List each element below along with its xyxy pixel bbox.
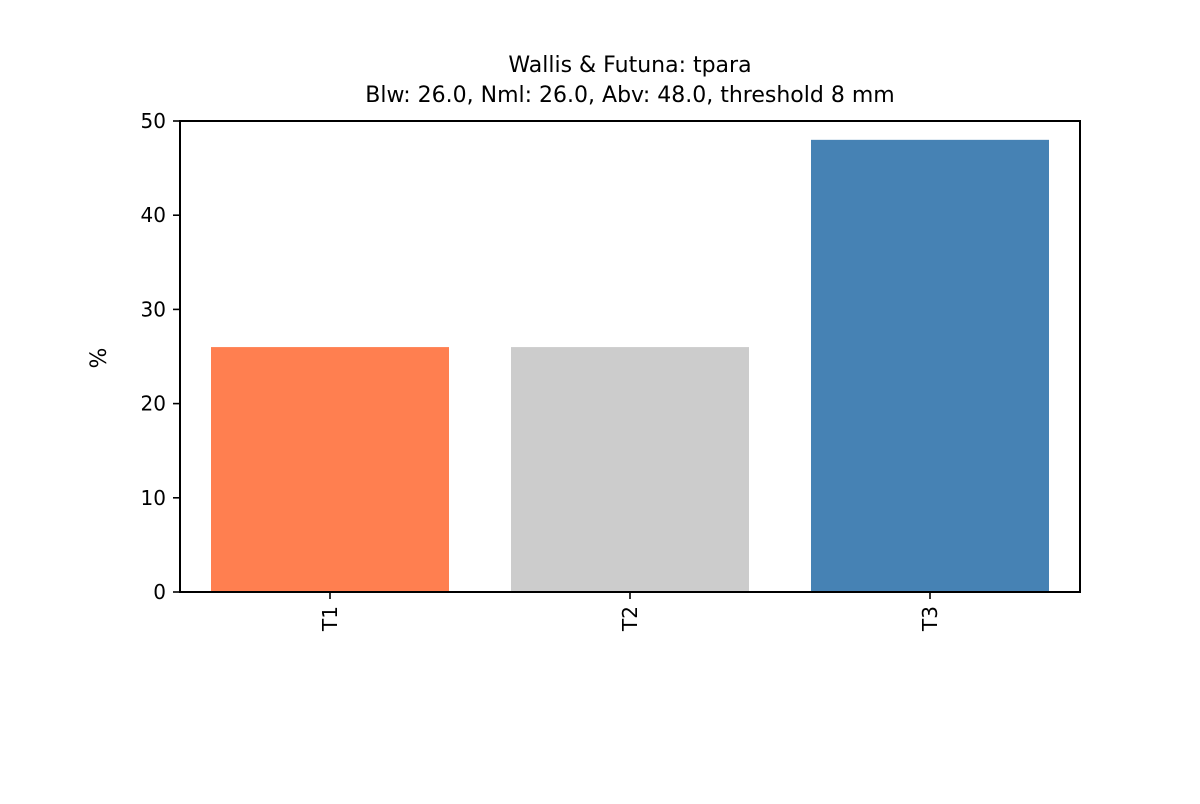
y-tick-label: 30: [141, 297, 166, 321]
plot-frame: [179, 120, 1081, 593]
bar-t2: [511, 347, 749, 592]
x-tick-label-t1: T1: [318, 606, 342, 632]
y-axis-label: %: [87, 348, 112, 369]
y-tick-label: 10: [141, 486, 166, 510]
y-tick-label: 50: [141, 109, 166, 133]
y-tick-label: 0: [153, 580, 166, 604]
x-tick-label-t2: T2: [618, 606, 642, 632]
y-tick-label: 40: [141, 203, 166, 227]
bar-t3: [811, 139, 1049, 592]
chart-title: Wallis & Futuna: tpara: [508, 53, 751, 78]
y-tick-label: 20: [141, 392, 166, 416]
chart-subtitle: Blw: 26.0, Nml: 26.0, Abv: 48.0, thresho…: [365, 83, 894, 108]
ticks-layer: 0 10 20 30 40 50 T1 T2 T3: [141, 109, 942, 632]
bars-layer: [211, 139, 1049, 592]
bar-t1: [211, 347, 449, 592]
x-tick-label-t3: T3: [918, 606, 942, 632]
